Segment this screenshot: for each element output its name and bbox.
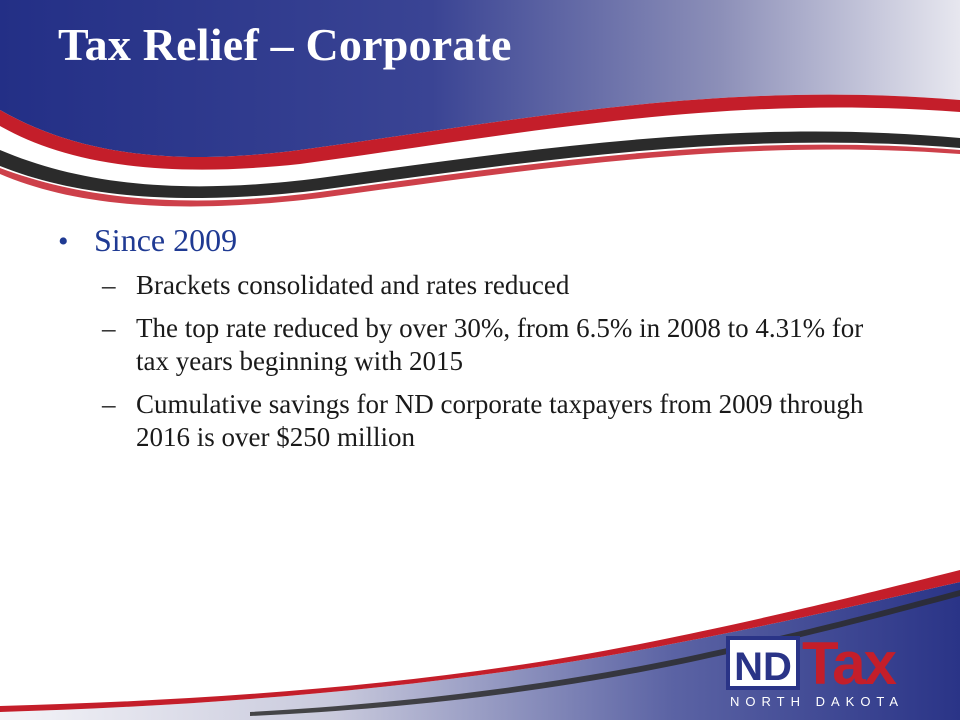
logo-state-text: NORTH DAKOTA (730, 694, 904, 709)
footer-band (0, 582, 960, 720)
nd-tax-logo: ND Tax NORTH DAKOTA (726, 630, 904, 709)
header-band (0, 0, 960, 157)
bullet-text: Since 2009 (94, 222, 238, 258)
sub-bullet-item: – Cumulative savings for ND corporate ta… (58, 388, 918, 454)
sub-bullet-list: – Brackets consolidated and rates reduce… (58, 269, 918, 454)
slide-body: • Since 2009 – Brackets consolidated and… (58, 222, 918, 454)
sub-bullet-marker: – (102, 388, 116, 419)
slide-title: Tax Relief – Corporate (58, 19, 512, 70)
sub-bullet-text: Brackets consolidated and rates reduced (136, 270, 570, 300)
bullet-marker: • (58, 225, 69, 258)
header-dark-stripe (0, 131, 960, 199)
logo-nd-text: ND (734, 645, 792, 689)
sub-bullet-item: – The top rate reduced by over 30%, from… (58, 312, 918, 378)
sub-bullet-text: Cumulative savings for ND corporate taxp… (136, 388, 864, 452)
bullet-item: • Since 2009 (58, 222, 918, 259)
logo-tax-text: Tax (802, 630, 897, 697)
sub-bullet-text: The top rate reduced by over 30%, from 6… (136, 312, 864, 376)
sub-bullet-marker: – (102, 270, 116, 300)
sub-bullet-marker: – (102, 312, 116, 343)
header-red-thin-stripe (0, 144, 960, 207)
sub-bullet-item: – Brackets consolidated and rates reduce… (58, 269, 918, 302)
header-red-stripe (0, 94, 960, 170)
